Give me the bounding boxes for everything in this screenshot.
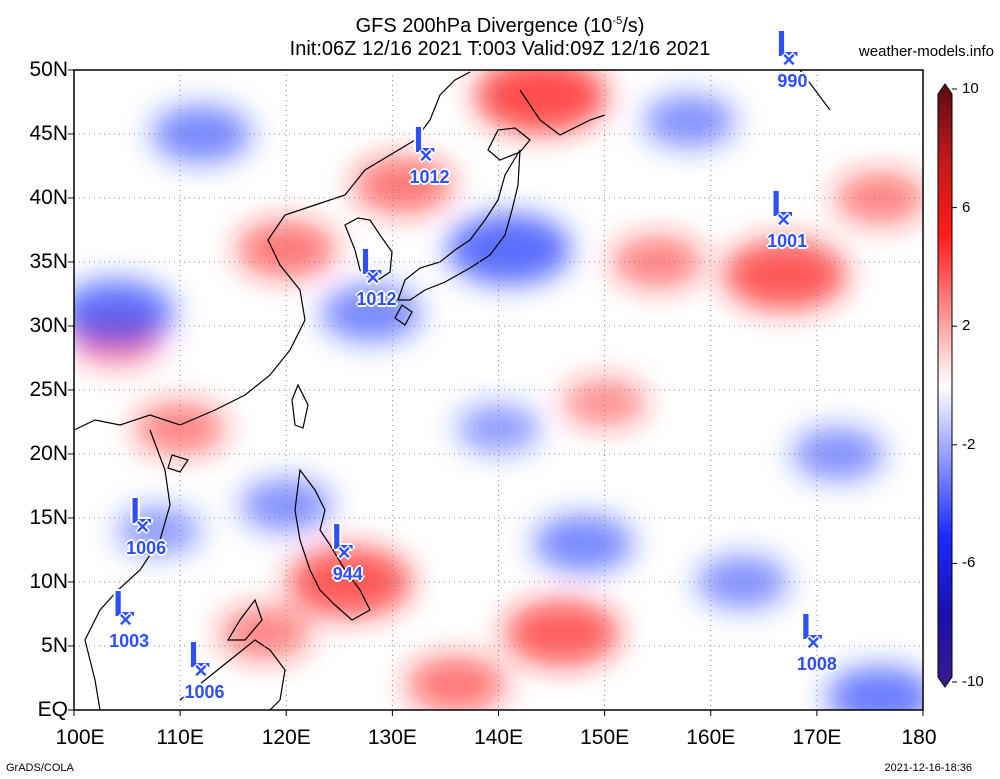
- low-letter: L: [360, 240, 383, 282]
- low-pressure-value: 1012: [409, 167, 450, 188]
- low-letter: L: [771, 183, 794, 225]
- low-pressure-center: L × 1006: [106, 490, 186, 566]
- low-pressure-value: 1012: [356, 288, 397, 309]
- low-letter: L: [188, 633, 211, 675]
- divergence-anomaly: [406, 655, 507, 710]
- colorbar-label: 10: [962, 80, 979, 97]
- divergence-anomaly: [504, 599, 621, 667]
- axis-ticks: [68, 69, 924, 716]
- divergence-anomaly: [352, 156, 453, 215]
- low-center-x-icon: ×: [777, 207, 791, 233]
- low-center-x-icon: ×: [194, 657, 208, 683]
- divergence-anomaly: [74, 279, 175, 347]
- colorbar-label: -10: [962, 673, 984, 690]
- divergence-anomaly: [643, 94, 736, 148]
- lat-label: 20N: [29, 442, 68, 465]
- low-center-x-icon: ×: [337, 540, 351, 565]
- low-letter: L: [331, 516, 354, 557]
- lon-label: 120E: [261, 726, 311, 749]
- divergence-anomaly: [826, 666, 923, 710]
- colorbar-label: 2: [962, 317, 971, 335]
- divergence-anomaly: [219, 606, 312, 660]
- lon-label: 140E: [473, 726, 524, 749]
- divergence-anomaly: [321, 284, 422, 343]
- lon-label: 110E: [156, 726, 204, 749]
- low-pressure-center: L × 944: [308, 516, 388, 592]
- lat-label: 50N: [29, 58, 68, 81]
- low-pressure-center: L × 1003: [89, 582, 169, 659]
- low-pressure-center: L × 1006: [165, 633, 245, 710]
- divergence-anomaly: [696, 555, 789, 609]
- colorbar-label: -6: [962, 554, 976, 572]
- low-pressure-center: L × 1001: [747, 183, 827, 259]
- low-center-x-icon: ×: [119, 606, 133, 632]
- low-pressure-value: 1003: [109, 630, 150, 651]
- low-pressure-value: 990: [777, 71, 808, 92]
- footer-software: GrADS/COLA: [6, 762, 74, 774]
- low-pressure-center: L × 1008: [777, 605, 857, 682]
- low-center-x-icon: ×: [136, 514, 150, 540]
- divergence-anomaly: [792, 427, 885, 481]
- low-pressure-value: 1001: [767, 231, 808, 252]
- lat-label: 5N: [41, 634, 68, 657]
- lat-label: 10N: [29, 570, 68, 593]
- low-pressure-value: 1006: [126, 538, 167, 559]
- low-pressure-value: 1006: [184, 681, 225, 702]
- divergence-anomaly: [456, 403, 541, 453]
- lat-label: 15N: [29, 506, 68, 529]
- low-letter: L: [113, 582, 136, 624]
- lat-label: 40N: [29, 186, 68, 209]
- divergence-anomaly: [533, 514, 634, 573]
- low-pressure-center: L × 1012: [390, 119, 470, 195]
- footer-timestamp: 2021-12-16-18:36: [884, 762, 972, 774]
- low-pressure-value: 944: [332, 564, 363, 584]
- lon-label: 100E: [55, 726, 105, 749]
- low-letter: L: [776, 23, 799, 65]
- low-letter: L: [130, 490, 153, 532]
- title-suffix: /s): [622, 15, 645, 37]
- colorbar: [937, 83, 957, 688]
- title-prefix: GFS 200hPa Divergence (10: [355, 15, 613, 37]
- divergence-anomaly: [134, 401, 227, 456]
- low-letter: L: [413, 119, 436, 161]
- low-center-x-icon: ×: [366, 264, 380, 290]
- low-pressure-value: 1008: [796, 653, 837, 674]
- lat-label: 25N: [29, 378, 68, 401]
- divergence-anomaly: [151, 105, 252, 163]
- site-watermark: weather-models.info: [858, 43, 994, 60]
- divergence-anomaly: [447, 213, 572, 285]
- lon-label: 130E: [367, 726, 417, 749]
- lat-label: 35N: [29, 250, 68, 273]
- lon-label: 180: [901, 726, 937, 749]
- colorbar-bar: [937, 83, 953, 688]
- low-center-x-icon: ×: [419, 143, 433, 169]
- divergence-anomaly: [562, 378, 647, 428]
- low-letter: L: [800, 605, 823, 647]
- lon-label: 160E: [686, 726, 736, 749]
- title-exponent: -5: [612, 15, 623, 27]
- low-pressure-center: L × 990: [752, 23, 832, 99]
- colorbar-ticks: [952, 88, 957, 683]
- divergence-anomaly: [236, 220, 337, 279]
- lon-label: 170E: [792, 726, 842, 749]
- lon-label: 150E: [580, 726, 630, 749]
- colorbar-label: -2: [962, 435, 976, 453]
- low-center-x-icon: ×: [782, 47, 796, 73]
- divergence-anomaly: [834, 171, 923, 225]
- chart-title: GFS 200hPa Divergence (10-5/s): [0, 10, 1000, 37]
- divergence-anomaly: [723, 239, 848, 311]
- lat-label: 30N: [29, 314, 68, 337]
- divergence-anomaly: [474, 70, 607, 134]
- lat-label: 45N: [29, 122, 68, 145]
- colorbar-label: 6: [962, 198, 971, 216]
- lat-label: EQ: [37, 698, 68, 721]
- chart-subtitle: Init:06Z 12/16 2021 T:003 Valid:09Z 12/1…: [289, 38, 711, 60]
- graticule: [74, 70, 923, 710]
- low-center-x-icon: ×: [806, 629, 820, 655]
- low-pressure-center: L × 1012: [336, 240, 416, 317]
- coastlines: [74, 70, 831, 710]
- divergence-anomaly: [611, 235, 704, 289]
